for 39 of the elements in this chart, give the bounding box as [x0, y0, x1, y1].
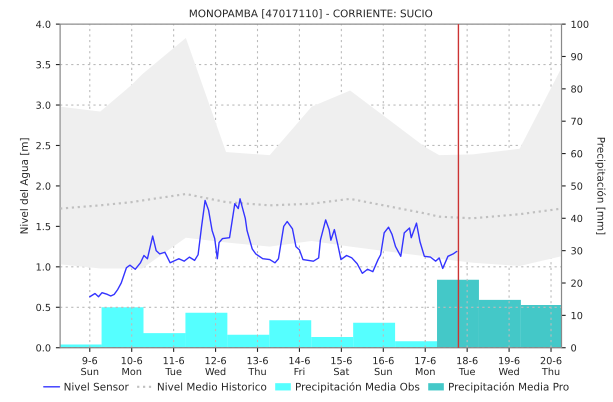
x-tick-label: 18-6 Tue: [457, 356, 478, 376]
y2-tick-label: 20: [571, 279, 582, 287]
y2-tick-label: 60: [571, 150, 582, 158]
y-tick-label: 1.5: [36, 222, 50, 230]
x-tick-label: 9-6 Sun: [81, 356, 98, 376]
x-tick-label: 11-6 Tue: [164, 356, 184, 376]
x-tick-label: 19-6 Wed: [498, 356, 520, 376]
y-tick-label: 1.0: [36, 263, 50, 271]
y-tick-label: 2.0: [36, 182, 50, 190]
x-tick-label: 17-6 Mon: [415, 356, 436, 376]
y-tick-label: 0.5: [36, 304, 50, 312]
x-tick-label: 16-6 Sun: [373, 356, 394, 376]
x-tick-label: 15-6 Sat: [331, 356, 352, 376]
y2-tick-label: 80: [571, 85, 582, 93]
y-tick-label: 4.0: [36, 20, 50, 28]
legend-label: Nivel Medio Historico: [158, 382, 266, 391]
x-tick-label: 12-6 Wed: [205, 356, 226, 376]
y2-tick-label: 70: [571, 118, 582, 126]
y2-tick-label: 100: [572, 20, 588, 28]
y-tick-label: 0.0: [36, 344, 50, 352]
y2-tick-label: 30: [571, 247, 582, 254]
x-tick-label: 13-6 Thu: [248, 356, 268, 376]
y2-tick-label: 0: [571, 344, 576, 352]
y2-axis-title: Precipitación [mm]: [595, 138, 606, 234]
y-tick-label: 2.5: [36, 142, 50, 150]
y2-tick-label: 90: [571, 52, 582, 60]
legend-label: Nivel Sensor: [64, 382, 129, 391]
y2-tick-label: 50: [571, 182, 582, 190]
legend-label: Precipitación Media Obs: [296, 382, 420, 393]
y2-tick-label: 10: [572, 312, 582, 320]
x-tick-label: 14-6 Fri: [289, 356, 310, 376]
y2-tick-label: 40: [571, 214, 582, 222]
chart-title: MONOPAMBA [47017110] - CORRIENTE: SUCIO: [190, 9, 432, 19]
y-axis-title: Nivel del Agua [m]: [20, 138, 30, 234]
legend-label: Precipitación Media Pro: [449, 382, 569, 393]
y-tick-label: 3.0: [36, 102, 50, 109]
x-tick-label: 10-6 Mon: [122, 356, 142, 376]
x-tick-label: 20-6 Thu: [540, 356, 562, 376]
y-tick-label: 3.5: [36, 61, 50, 68]
